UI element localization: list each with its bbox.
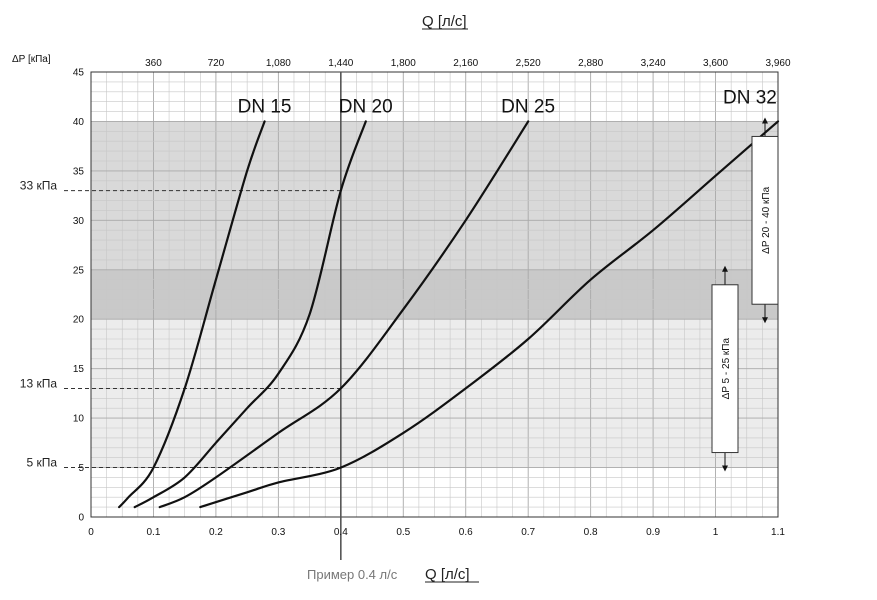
top-tick-label: 2,880 (578, 58, 603, 69)
x-tick-label: 0.2 (209, 527, 223, 538)
top-axis-tick-labels: 360 720 1,080 1,440 1,800 2,160 2,520 2,880 3,24… (145, 58, 791, 69)
reference-label-33: 33 кПа (20, 179, 58, 193)
top-tick-label: 720 (208, 58, 225, 69)
y-tick-label: 30 (73, 216, 85, 227)
curve-label-dn-20: DN 20 (339, 96, 393, 117)
y-tick-label: 35 (73, 166, 85, 177)
example-label: Пример 0.4 л/с (307, 567, 398, 582)
chart-grid (91, 72, 778, 517)
curve-series: DN 15 DN 20 DN 25 DN 32 (118, 87, 780, 509)
range-label-5-25: ΔP 5 - 25 кПа (721, 338, 732, 400)
x-tick-label: 1 (713, 527, 719, 538)
range-label-20-40: ΔP 20 - 40 кПа (761, 186, 772, 253)
x-tick-label: 0.9 (646, 527, 660, 538)
y-tick-label: 40 (73, 117, 85, 128)
y-tick-label: 0 (78, 513, 84, 524)
top-tick-label: 2,160 (453, 58, 478, 69)
y-tick-label: 10 (73, 414, 85, 425)
y-axis-title: ΔP [кПа] (12, 54, 51, 65)
top-tick-label: 3,600 (703, 58, 728, 69)
curve-dn-25 (158, 120, 530, 509)
top-tick-label: 3,960 (765, 58, 790, 69)
x-tick-label: 0.6 (459, 527, 473, 538)
x-tick-label: 0.7 (521, 527, 535, 538)
top-axis-title: Q [л/с] (422, 13, 467, 30)
range-arrow-down-icon (722, 465, 728, 472)
x-tick-label: 0.3 (271, 527, 285, 538)
top-tick-label: 1,440 (328, 58, 353, 69)
x-tick-label: 0.8 (584, 527, 598, 538)
top-tick-label: 1,800 (391, 58, 416, 69)
x-tick-label: 0 (88, 527, 94, 538)
x-tick-label: 1.1 (771, 527, 785, 538)
y-tick-label: 20 (73, 315, 85, 326)
reference-label-13: 13 кПа (20, 376, 58, 390)
curve-dn-20 (133, 120, 367, 509)
range-arrow-down-icon (762, 317, 768, 324)
y-tick-label: 5 (78, 463, 84, 474)
curve-dn-15 (118, 120, 266, 509)
range-box-20-40 (751, 135, 779, 305)
top-tick-label: 1,080 (266, 58, 291, 69)
reference-label-5: 5 кПа (26, 456, 57, 470)
top-tick-label: 360 (145, 58, 162, 69)
x-tick-label: 0.4 (334, 527, 348, 538)
top-tick-label: 3,240 (641, 58, 666, 69)
y-tick-label: 45 (73, 68, 85, 79)
range-arrow-up-icon (762, 117, 768, 124)
x-axis-title: Q [л/с] (425, 566, 470, 583)
y-axis-tick-labels: 0 5 10 15 20 25 30 35 40 45 (73, 68, 85, 524)
top-tick-label: 2,520 (516, 58, 541, 69)
range-arrow-up-icon (722, 265, 728, 272)
curve-label-dn-32: DN 32 (723, 87, 777, 108)
curve-label-dn-25: DN 25 (501, 96, 555, 117)
reference-level-lines: 33 кПа 13 кПа 5 кПа (20, 179, 341, 470)
range-box-5-25 (711, 284, 739, 454)
y-tick-label: 25 (73, 265, 85, 276)
curve-label-dn-15: DN 15 (238, 96, 292, 117)
curve-dn-32 (199, 120, 780, 509)
x-tick-label: 0.5 (396, 527, 410, 538)
y-tick-label: 15 (73, 364, 85, 375)
x-tick-label: 0.1 (147, 527, 161, 538)
pressure-range-markers: ΔP 5 - 25 кПа ΔP 20 - 40 кПа (711, 117, 779, 472)
x-axis-tick-labels: 0 0.1 0.2 0.3 0.4 0.5 0.6 0.7 0.8 0.9 1 1.1 (88, 527, 785, 538)
